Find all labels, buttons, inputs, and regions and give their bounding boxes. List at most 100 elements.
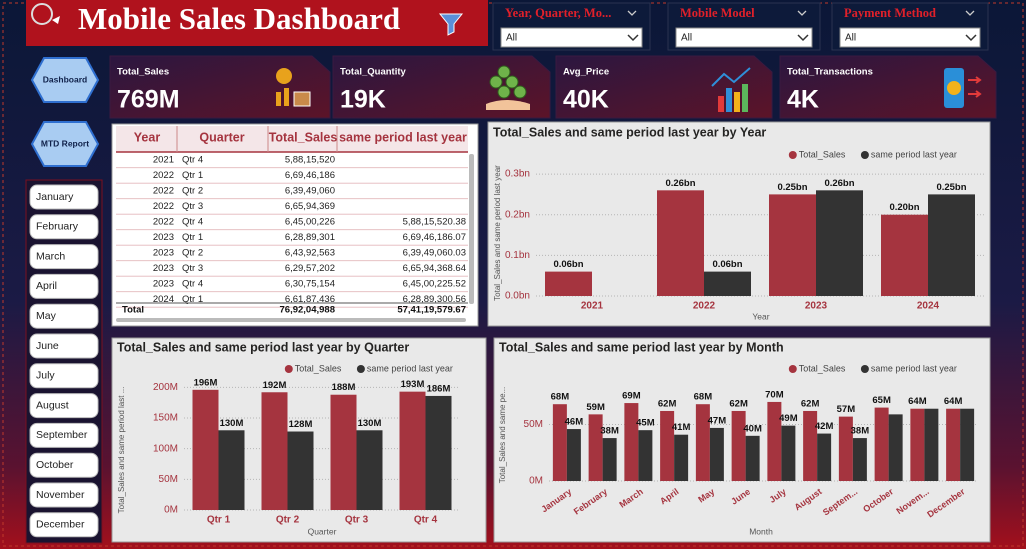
month-button[interactable]: [29, 244, 99, 270]
month-button[interactable]: [29, 214, 99, 240]
data-label: 0.26bn: [824, 178, 854, 189]
data-label: 130M: [220, 418, 244, 429]
bar[interactable]: [660, 410, 675, 481]
bar[interactable]: [638, 430, 653, 481]
bar[interactable]: [946, 408, 961, 481]
bar[interactable]: [745, 435, 760, 481]
legend-swatch: [284, 365, 293, 373]
nav-button[interactable]: [30, 57, 100, 103]
bar[interactable]: [767, 401, 782, 481]
month-label: May: [36, 310, 57, 322]
kpi-value: 40K: [563, 86, 609, 114]
scrollbar-h[interactable]: [116, 318, 466, 322]
month-button[interactable]: [29, 393, 99, 419]
bar[interactable]: [881, 214, 928, 296]
y-tick-label: 0.1bn: [505, 250, 530, 261]
kpi-icon: [505, 75, 519, 89]
y-tick-label: 100M: [153, 443, 178, 454]
month-label: July: [36, 370, 55, 382]
x-tick-label: Qtr 4: [414, 515, 438, 526]
table-cell: Qtr 4: [182, 279, 203, 290]
dropdown[interactable]: [675, 27, 813, 48]
month-button[interactable]: [29, 184, 99, 210]
kpi-label: Avg_Price: [563, 67, 609, 78]
filter-icon: [438, 13, 464, 36]
y-axis-title: Total_Sales and same pe...: [498, 387, 507, 484]
month-button[interactable]: [29, 422, 99, 448]
x-axis-title: Year: [752, 311, 769, 321]
bar[interactable]: [928, 194, 975, 296]
bar[interactable]: [192, 389, 219, 510]
bar[interactable]: [674, 434, 689, 481]
bar[interactable]: [624, 403, 639, 481]
bar[interactable]: [769, 194, 816, 296]
bar[interactable]: [602, 438, 617, 481]
bar[interactable]: [924, 408, 939, 481]
table-header: Quarter: [199, 130, 244, 144]
month-button[interactable]: [29, 303, 99, 329]
month-label: April: [36, 280, 57, 292]
data-label: 57M: [837, 404, 856, 415]
month-button[interactable]: [29, 273, 99, 299]
bar[interactable]: [399, 391, 426, 510]
month-button[interactable]: [29, 512, 99, 538]
bar[interactable]: [218, 430, 245, 510]
data-label: 188M: [332, 382, 356, 393]
bar[interactable]: [803, 410, 818, 481]
table-cell: Qtr 1: [182, 232, 203, 243]
bar[interactable]: [781, 425, 796, 481]
bar[interactable]: [704, 271, 751, 296]
bar[interactable]: [874, 407, 889, 481]
bar[interactable]: [287, 431, 314, 510]
filter-chevron: [797, 10, 807, 16]
month-label: March: [36, 250, 65, 262]
bar[interactable]: [545, 271, 592, 296]
month-button[interactable]: [29, 452, 99, 478]
kpi-icon: [947, 81, 961, 95]
y-tick-label: 0.3bn: [505, 169, 530, 180]
legend-swatch: [788, 151, 797, 159]
data-label: 49M: [779, 413, 798, 424]
bar[interactable]: [852, 438, 867, 481]
legend-swatch: [860, 151, 869, 159]
kpi-icon: [711, 67, 751, 87]
bar[interactable]: [960, 408, 975, 481]
x-tick-label: Qtr 2: [276, 515, 300, 526]
month-button[interactable]: [29, 482, 99, 508]
bar[interactable]: [356, 430, 383, 510]
bar[interactable]: [588, 414, 603, 481]
bar[interactable]: [910, 408, 925, 481]
bar[interactable]: [552, 404, 567, 481]
dropdown-chevron: [627, 34, 639, 42]
dropdown[interactable]: [839, 27, 981, 48]
bar[interactable]: [838, 416, 853, 481]
nav-button[interactable]: [30, 121, 100, 167]
data-label: 130M: [358, 418, 382, 429]
table-total: 57,41,19,579.67: [397, 305, 466, 316]
dropdown[interactable]: [500, 27, 643, 48]
data-label: 0.06bn: [712, 259, 742, 270]
scrollbar[interactable]: [469, 154, 474, 304]
data-label: 0.06bn: [553, 259, 583, 270]
month-button[interactable]: [29, 333, 99, 359]
table-total: Total: [122, 305, 144, 316]
bar[interactable]: [330, 394, 357, 510]
bar[interactable]: [566, 429, 581, 481]
bar[interactable]: [731, 410, 746, 481]
kpi-icon: [489, 75, 503, 89]
bar[interactable]: [888, 414, 903, 481]
month-button[interactable]: [29, 363, 99, 389]
month-label: January: [36, 191, 74, 203]
bar[interactable]: [817, 433, 832, 481]
bar[interactable]: [709, 427, 724, 481]
dropdown-value: All: [845, 33, 856, 44]
table-cell: 6,29,57,202: [285, 263, 335, 274]
bar[interactable]: [261, 392, 288, 510]
bar[interactable]: [657, 190, 704, 296]
bar[interactable]: [695, 404, 710, 481]
legend-label: same period last year: [367, 363, 453, 373]
bar[interactable]: [816, 190, 863, 296]
data-label: 196M: [194, 377, 218, 388]
data-label: 62M: [729, 398, 748, 409]
bar[interactable]: [425, 395, 452, 510]
